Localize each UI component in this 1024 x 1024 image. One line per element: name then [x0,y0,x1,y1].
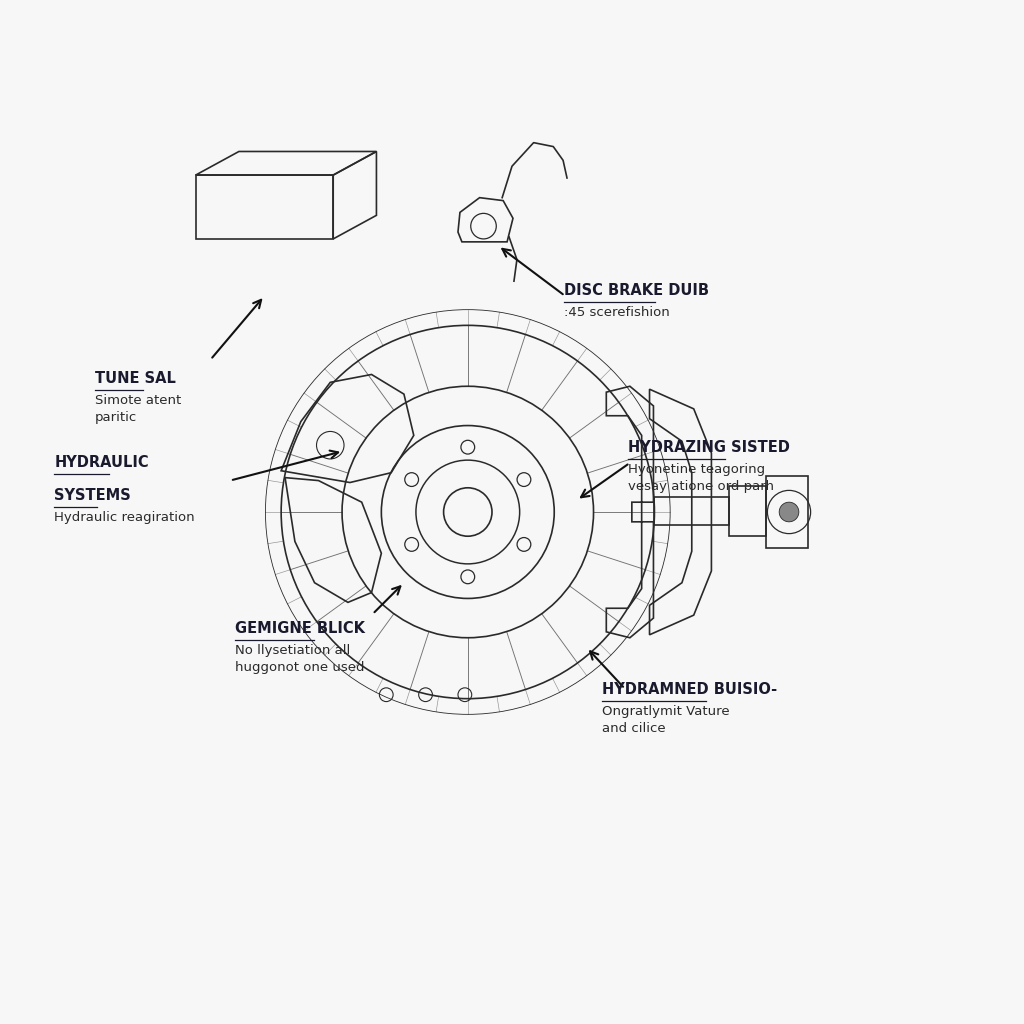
Text: HYDRAZING SISTED: HYDRAZING SISTED [628,440,790,455]
Bar [654,498,729,524]
Text: HYDRAMNED BUISIO-: HYDRAMNED BUISIO- [602,682,777,696]
Text: Simote atent
paritic: Simote atent paritic [94,394,181,424]
Text: DISC BRAKE DUIB: DISC BRAKE DUIB [564,283,709,298]
Text: GEMIGNE BLICK: GEMIGNE BLICK [234,621,365,636]
Text: :45 scerefishion: :45 scerefishion [564,306,670,318]
Text: No llysetiation all
huggonot one used: No llysetiation all huggonot one used [234,644,365,674]
Bar [729,486,766,536]
Text: Hydraulic reagiration: Hydraulic reagiration [54,511,195,524]
Text: Ongratlymit Vature
and cilice: Ongratlymit Vature and cilice [602,705,730,734]
Text: Hyonetine teagoring
vesay atione ord parh: Hyonetine teagoring vesay atione ord par… [628,463,774,493]
Bar [766,476,808,548]
Text: HYDRAULIC: HYDRAULIC [54,455,148,470]
Text: SYSTEMS: SYSTEMS [54,488,131,503]
Circle shape [779,502,799,522]
Text: TUNE SAL: TUNE SAL [94,372,175,386]
